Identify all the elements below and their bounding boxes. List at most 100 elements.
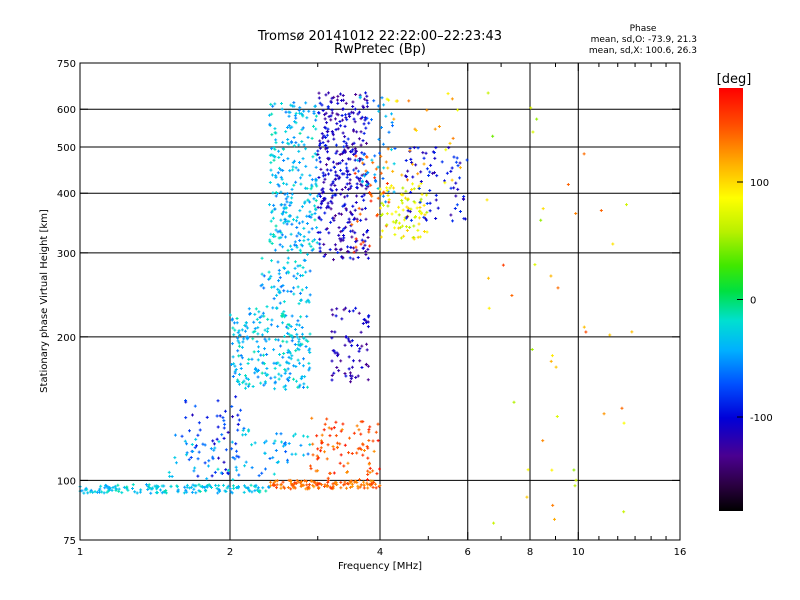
- data-point: [196, 457, 200, 461]
- data-point: [299, 480, 303, 484]
- data-point: [362, 122, 366, 126]
- data-point: [352, 168, 356, 172]
- data-point: [335, 445, 339, 449]
- data-point: [325, 417, 329, 421]
- data-point: [330, 336, 334, 340]
- data-point: [328, 485, 332, 489]
- data-point: [234, 395, 238, 399]
- data-point: [355, 481, 359, 485]
- data-point: [405, 178, 409, 182]
- data-point: [298, 111, 302, 115]
- data-point: [422, 156, 426, 160]
- data-point: [236, 422, 240, 426]
- data-point: [416, 235, 420, 239]
- data-point: [170, 474, 174, 478]
- data-point: [405, 205, 409, 209]
- data-point: [412, 146, 416, 150]
- data-point: [298, 344, 302, 348]
- data-point: [351, 309, 355, 313]
- data-point: [299, 233, 303, 237]
- data-point: [281, 210, 285, 214]
- data-point: [317, 192, 321, 196]
- data-point: [340, 152, 344, 156]
- data-point: [364, 126, 368, 130]
- data-point: [450, 178, 454, 182]
- x-tick-label: 1: [77, 547, 83, 558]
- data-point: [289, 244, 293, 248]
- data-point: [329, 114, 333, 118]
- data-point: [353, 120, 357, 124]
- data-point: [236, 336, 240, 340]
- data-point: [283, 443, 287, 447]
- data-point: [572, 468, 576, 472]
- data-point: [290, 354, 294, 358]
- data-point: [351, 204, 355, 208]
- data-point: [302, 109, 306, 113]
- data-point: [270, 242, 274, 246]
- data-point: [294, 141, 298, 145]
- data-point: [448, 141, 452, 145]
- data-point: [190, 443, 194, 447]
- data-point: [156, 485, 160, 489]
- data-point: [292, 144, 296, 148]
- data-point: [246, 336, 250, 340]
- data-point: [366, 472, 370, 476]
- data-point: [362, 198, 366, 202]
- data-point: [259, 284, 263, 288]
- data-point: [339, 92, 343, 96]
- data-point: [190, 490, 194, 494]
- data-point: [295, 335, 299, 339]
- data-point: [167, 470, 171, 474]
- data-point: [331, 486, 335, 490]
- data-point: [231, 355, 235, 359]
- data-point: [131, 483, 135, 487]
- data-point: [347, 217, 351, 221]
- data-point: [574, 478, 578, 482]
- data-point: [106, 486, 110, 490]
- data-point: [450, 97, 454, 101]
- data-point: [353, 231, 357, 235]
- data-point: [306, 452, 310, 456]
- data-point: [338, 120, 342, 124]
- data-point: [357, 137, 361, 141]
- data-point: [243, 386, 247, 390]
- data-point: [365, 155, 369, 159]
- data-point: [309, 244, 313, 248]
- data-point: [209, 447, 213, 451]
- data-point: [169, 484, 173, 488]
- data-point: [377, 137, 381, 141]
- data-point: [416, 172, 420, 176]
- data-point: [352, 246, 356, 250]
- data-point: [364, 252, 368, 256]
- data-point: [364, 321, 368, 325]
- data-point: [625, 203, 628, 207]
- data-point: [371, 161, 375, 165]
- data-point: [153, 484, 157, 488]
- data-point: [350, 150, 354, 154]
- data-point: [207, 483, 211, 487]
- data-point: [286, 261, 290, 265]
- data-point: [235, 454, 239, 458]
- data-point: [287, 441, 291, 445]
- data-point: [304, 286, 308, 290]
- data-point: [357, 349, 361, 353]
- data-point: [139, 488, 143, 492]
- data-point: [397, 226, 401, 230]
- data-point: [260, 256, 264, 260]
- data-point: [234, 465, 238, 469]
- data-point: [549, 359, 553, 363]
- data-point: [269, 102, 273, 106]
- data-point: [305, 483, 309, 487]
- chart-title: Tromsø 20141012 22:22:00–22:23:43: [257, 29, 502, 44]
- data-point: [309, 187, 313, 191]
- data-point: [418, 216, 422, 220]
- data-point: [257, 345, 261, 349]
- data-point: [318, 142, 322, 146]
- data-point: [355, 182, 359, 186]
- data-point: [444, 148, 448, 152]
- data-point: [258, 320, 262, 324]
- data-point: [352, 152, 356, 156]
- data-point: [418, 210, 422, 214]
- data-point: [343, 482, 347, 486]
- data-point: [296, 168, 300, 172]
